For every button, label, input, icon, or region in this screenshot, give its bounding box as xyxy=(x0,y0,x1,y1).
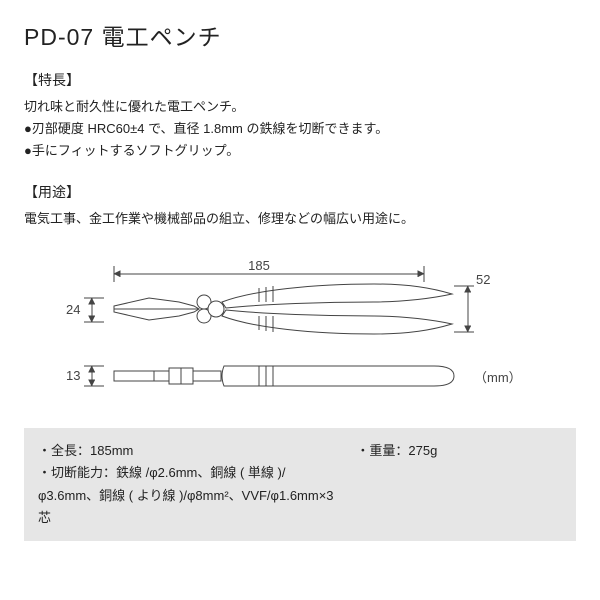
diagram-unit: （mm） xyxy=(474,370,522,385)
features-line: ●刃部硬度 HRC60±4 で、直径 1.8mm の鉄線を切断できます。 xyxy=(24,118,576,140)
technical-diagram: 185 52 24 xyxy=(24,250,576,420)
specs-box: ・全長：185mm ・切断能力：鉄線 /φ2.6mm、銅線 ( 単線 )/φ3.… xyxy=(24,428,576,540)
usage-line: 電気工事、金工作業や機械部品の組立、修理などの幅広い用途に。 xyxy=(24,208,576,230)
specs-right-column: ・重量：275g xyxy=(356,440,562,528)
page-title: PD-07 電工ペンチ xyxy=(24,18,576,52)
dim-length: 185 xyxy=(248,258,270,273)
features-line: ●手にフィットするソフトグリップ。 xyxy=(24,140,576,162)
features-body: 切れ味と耐久性に優れた電工ペンチ。 ●刃部硬度 HRC60±4 で、直径 1.8… xyxy=(24,96,576,162)
features-line: 切れ味と耐久性に優れた電工ペンチ。 xyxy=(24,96,576,118)
dim-grip-thickness: 13 xyxy=(66,368,80,383)
features-section: 【特長】 切れ味と耐久性に優れた電工ペンチ。 ●刃部硬度 HRC60±4 で、直… xyxy=(24,70,576,162)
usage-section: 【用途】 電気工事、金工作業や機械部品の組立、修理などの幅広い用途に。 xyxy=(24,182,576,230)
dim-jaw-height: 24 xyxy=(66,302,80,317)
usage-body: 電気工事、金工作業や機械部品の組立、修理などの幅広い用途に。 xyxy=(24,208,576,230)
features-heading: 【特長】 xyxy=(24,70,576,90)
specs-left-column: ・全長：185mm ・切断能力：鉄線 /φ2.6mm、銅線 ( 単線 )/φ3.… xyxy=(38,440,356,528)
usage-heading: 【用途】 xyxy=(24,182,576,202)
spec-line: ・重量：275g xyxy=(356,440,562,462)
spec-line: ・切断能力：鉄線 /φ2.6mm、銅線 ( 単線 )/φ3.6mm、銅線 ( よ… xyxy=(38,462,346,528)
spec-line: ・全長：185mm xyxy=(38,440,346,462)
dim-width: 52 xyxy=(476,272,490,287)
